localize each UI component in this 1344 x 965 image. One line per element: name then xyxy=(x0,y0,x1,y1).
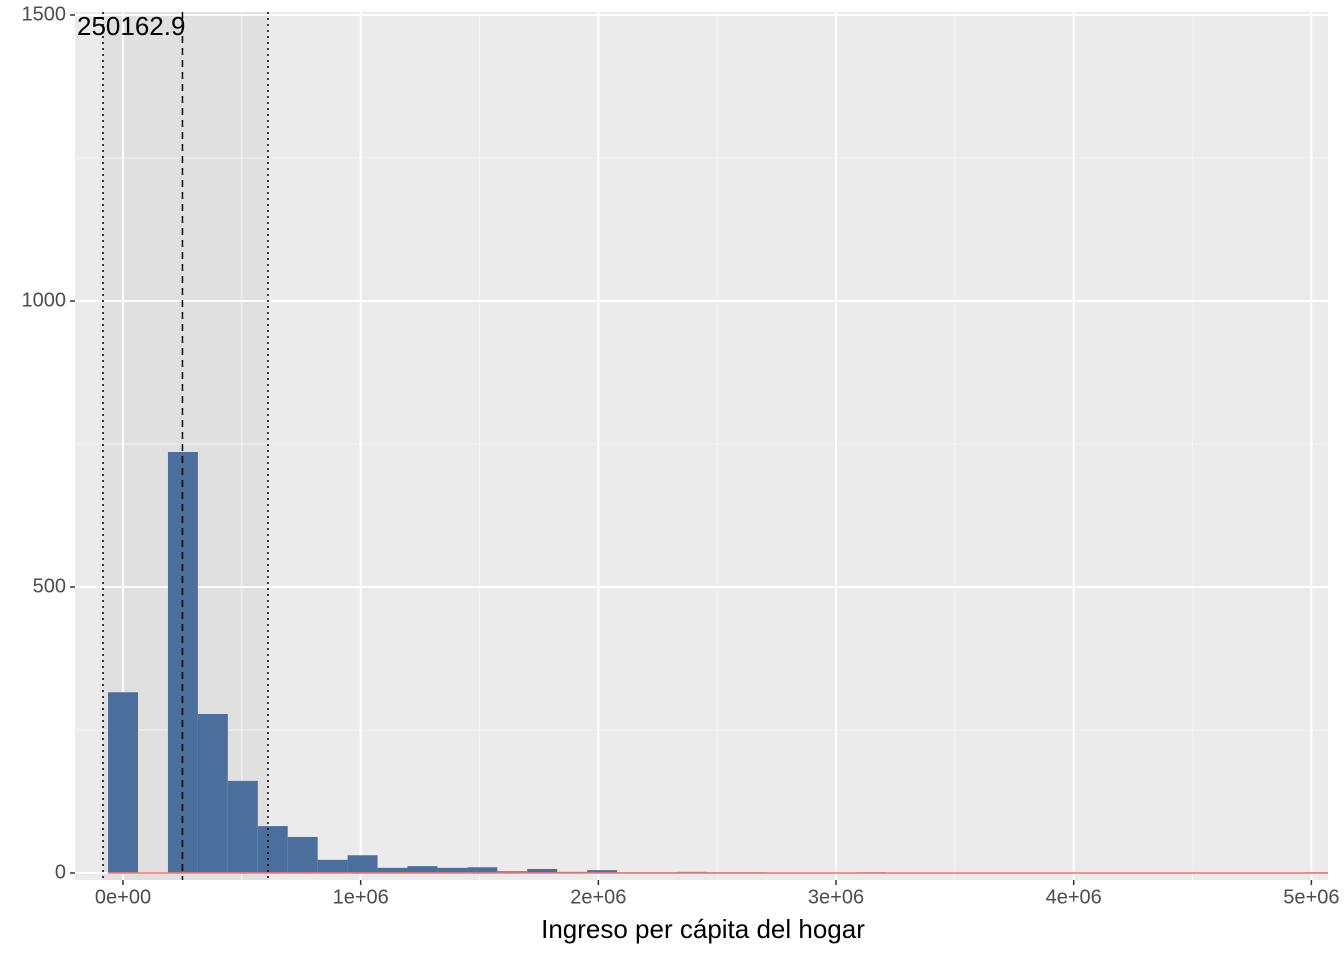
bar xyxy=(108,692,138,873)
x-tick-label: 1e+06 xyxy=(333,886,389,908)
panel xyxy=(75,12,1328,880)
x-tick-label: 5e+06 xyxy=(1283,886,1339,908)
bar xyxy=(407,866,438,873)
bar xyxy=(227,780,258,873)
y-tick-label: 500 xyxy=(33,575,66,597)
x-tick-label: 2e+06 xyxy=(570,886,626,908)
y-tick-label: 1500 xyxy=(22,3,67,25)
bar xyxy=(257,826,288,873)
mean-label: 250162.9 xyxy=(77,11,185,41)
bar xyxy=(347,855,378,873)
x-tick-label: 0e+00 xyxy=(95,886,151,908)
x-axis-label: Ingreso per cápita del hogar xyxy=(541,914,865,944)
y-tick-label: 1000 xyxy=(22,289,67,311)
x-tick-label: 3e+06 xyxy=(808,886,864,908)
bar xyxy=(587,870,618,873)
bar xyxy=(527,868,558,873)
y-tick-label: 0 xyxy=(55,861,66,883)
bar xyxy=(467,867,498,873)
bar xyxy=(317,859,348,873)
bar xyxy=(197,713,228,873)
x-tick-label: 4e+06 xyxy=(1046,886,1102,908)
bar xyxy=(287,836,318,873)
bar xyxy=(437,867,468,873)
bar xyxy=(377,867,408,873)
